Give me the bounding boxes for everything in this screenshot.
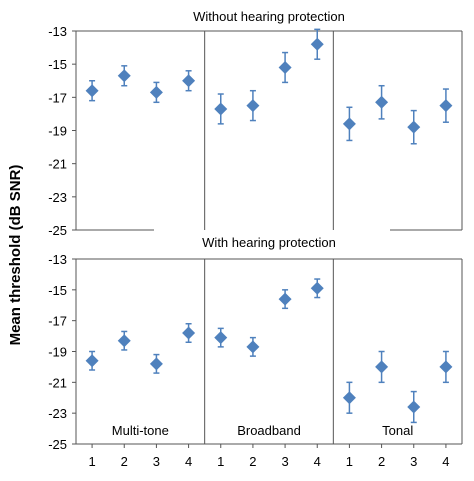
- x-tick-label: 2: [121, 454, 128, 469]
- y-tick-label: -25: [48, 223, 67, 238]
- x-tick-label: 1: [88, 454, 95, 469]
- data-point: [214, 331, 228, 345]
- data-point: [117, 69, 131, 83]
- condition-group-3: [342, 84, 453, 145]
- y-tick-label: -15: [48, 57, 67, 72]
- data-point: [85, 354, 99, 368]
- y-tick-label: -21: [48, 375, 67, 390]
- y-tick-label: -15: [48, 283, 67, 298]
- panel-2: With hearing protection -13 -15 -17 -19 -21 -2…: [48, 235, 463, 452]
- panel-title: With hearing protection: [202, 235, 336, 250]
- data-point: [278, 292, 292, 306]
- y-tick-label: -19: [48, 345, 67, 360]
- y-tick-label: -21: [48, 157, 67, 172]
- data-point: [310, 37, 324, 51]
- y-tick-label: -25: [48, 437, 67, 452]
- x-tick-label: 3: [410, 454, 417, 469]
- y-tick-label: -19: [48, 124, 67, 139]
- y-tick-label: -13: [48, 24, 67, 39]
- y-tick-label: -23: [48, 406, 67, 421]
- data-point: [246, 99, 260, 113]
- x-tick-label: 1: [346, 454, 353, 469]
- y-axis-label: Mean threshold (dB SNR): [7, 165, 24, 346]
- y-tick-label: -23: [48, 190, 67, 205]
- data-point: [85, 84, 99, 98]
- x-axis-tick-labels: 1 2 3 4 1 2 3 4 1 2 3 4: [88, 454, 449, 469]
- x-tick-label: 1: [217, 454, 224, 469]
- x-tick-label: 3: [153, 454, 160, 469]
- data-point: [149, 85, 163, 99]
- condition-group-2: [214, 28, 324, 125]
- data-point: [342, 117, 356, 131]
- data-point: [439, 360, 453, 374]
- data-point: [117, 334, 131, 348]
- condition-group-1: [85, 65, 196, 104]
- data-point: [407, 120, 421, 134]
- data-point: [246, 340, 260, 354]
- data-point: [182, 74, 196, 88]
- x-tick-label: 4: [442, 454, 449, 469]
- data-point: [407, 400, 421, 414]
- data-point: [342, 391, 356, 405]
- panel-1: Without hearing protection -13 -15 -17 -19 -2…: [48, 9, 463, 238]
- data-point: [375, 95, 389, 109]
- data-point: [149, 357, 163, 371]
- x-tick-label: 3: [281, 454, 288, 469]
- x-tick-label: 2: [378, 454, 385, 469]
- data-point: [375, 360, 389, 374]
- group-label: Tonal: [382, 423, 413, 438]
- x-tick-label: 4: [314, 454, 321, 469]
- condition-group-1: Multi-tone: [85, 323, 196, 438]
- panel-title: Without hearing protection: [193, 9, 345, 24]
- condition-group-3: Tonal: [342, 350, 453, 438]
- y-tick-label: -17: [48, 314, 67, 329]
- chart-panels: Without hearing protection -13 -15 -17 -19 -2…: [48, 9, 463, 452]
- data-point: [439, 99, 453, 113]
- group-label: Broadband: [237, 423, 301, 438]
- condition-group-2: Broadband: [214, 278, 324, 438]
- x-tick-label: 2: [249, 454, 256, 469]
- data-point: [278, 60, 292, 74]
- data-point: [214, 102, 228, 116]
- y-tick-label: -17: [48, 90, 67, 105]
- data-point: [310, 281, 324, 295]
- y-tick-label: -13: [48, 252, 67, 267]
- data-point: [182, 326, 196, 340]
- x-tick-label: 4: [185, 454, 192, 469]
- group-label: Multi-tone: [112, 423, 169, 438]
